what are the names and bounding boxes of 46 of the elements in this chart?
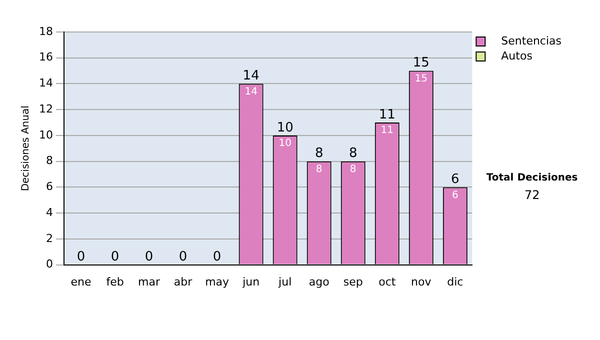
y-tick-label: 4 bbox=[46, 206, 53, 219]
data-label: 6 bbox=[452, 190, 458, 201]
legend-label: Autos bbox=[490, 49, 543, 62]
legend-label: Sentencias bbox=[490, 34, 572, 48]
text: 72 bbox=[524, 188, 540, 202]
total-label: 11 bbox=[378, 107, 396, 122]
y-tick-label: 12 bbox=[38, 102, 53, 116]
total-label: 0 bbox=[178, 250, 188, 265]
x-tick-label: nov bbox=[411, 275, 432, 288]
total-label: 0 bbox=[212, 250, 222, 265]
x-tick-label: sep bbox=[343, 275, 363, 288]
y-tick-label: 8 bbox=[46, 154, 53, 168]
total-label: 8 bbox=[314, 146, 324, 162]
total-label: 8 bbox=[348, 146, 358, 162]
x-tick-label: abr bbox=[174, 275, 193, 288]
data-label: 11 bbox=[380, 125, 394, 136]
y-tick-label: 0 bbox=[46, 258, 53, 271]
y-axis-title: Decisiones Anual bbox=[20, 106, 32, 192]
x-tick-label: feb bbox=[106, 275, 124, 288]
x-tick-label: ago bbox=[308, 275, 330, 288]
data-label: 15 bbox=[414, 73, 428, 84]
y-tick-label: 14 bbox=[38, 76, 53, 90]
y-tick-label: 18 bbox=[38, 24, 53, 38]
total-label: 0 bbox=[110, 250, 120, 265]
text: Total Decisiones bbox=[486, 172, 578, 184]
total-label: 10 bbox=[276, 120, 294, 136]
y-tick-label: 6 bbox=[46, 180, 53, 194]
data-label: 8 bbox=[316, 164, 322, 175]
total-label: 15 bbox=[412, 56, 430, 71]
x-tick-label: jun bbox=[242, 275, 260, 288]
y-tick-label: 10 bbox=[38, 128, 53, 142]
total-label: 0 bbox=[144, 250, 154, 265]
total-label: 14 bbox=[242, 68, 260, 84]
data-label: 10 bbox=[278, 138, 292, 150]
y-tick-label: 16 bbox=[38, 50, 53, 64]
total-label: 0 bbox=[76, 250, 86, 265]
x-tick-label: dic bbox=[447, 275, 464, 288]
x-tick-label: ene bbox=[70, 275, 92, 288]
x-tick-label: oct bbox=[378, 275, 396, 288]
y-tick-label: 2 bbox=[46, 232, 53, 245]
data-label: 14 bbox=[244, 86, 258, 98]
data-label: 8 bbox=[350, 164, 356, 175]
x-tick-label: may bbox=[205, 275, 230, 288]
x-tick-label: jul bbox=[278, 275, 292, 288]
x-tick-label: mar bbox=[138, 275, 160, 288]
total-label: 6 bbox=[451, 172, 460, 188]
